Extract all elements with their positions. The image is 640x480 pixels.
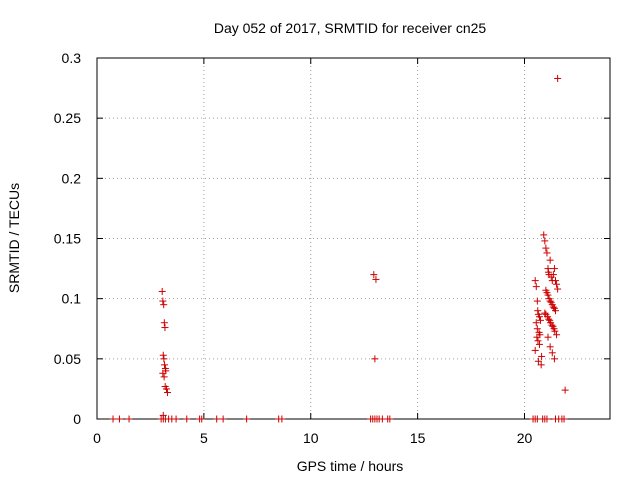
- y-tick-label: 0.3: [62, 50, 82, 66]
- y-tick-label: 0.05: [54, 351, 81, 367]
- data-point: [533, 325, 541, 333]
- data-point: [534, 307, 542, 315]
- data-point: [537, 361, 545, 369]
- x-tick-label: 10: [303, 430, 319, 446]
- x-tick-label: 20: [517, 430, 533, 446]
- data-point: [213, 415, 221, 423]
- data-point: [553, 331, 561, 339]
- data-point: [386, 415, 394, 423]
- y-tick-label: 0.1: [62, 291, 82, 307]
- data-point: [544, 333, 552, 341]
- data-point: [531, 346, 539, 354]
- data-point: [533, 333, 541, 341]
- data-point: [115, 415, 123, 423]
- data-point: [546, 256, 554, 264]
- data-point: [551, 307, 559, 315]
- data-point: [158, 287, 166, 295]
- data-point: [533, 297, 541, 305]
- data-point: [159, 411, 167, 419]
- data-point: [532, 319, 540, 327]
- data-point: [161, 361, 169, 369]
- data-point: [198, 415, 206, 423]
- data-point: [532, 283, 540, 291]
- x-axis-label: GPS time / hours: [297, 458, 404, 474]
- data-point: [551, 277, 559, 285]
- data-point: [160, 355, 168, 363]
- data-point: [546, 343, 554, 351]
- data-point: [543, 249, 551, 257]
- data-point: [125, 415, 133, 423]
- data-point: [550, 265, 558, 273]
- data-point: [159, 297, 167, 305]
- data-point: [372, 275, 380, 283]
- axis-ticks: 0 5 10 15 20 0 0.05 0.1 0.15 0.2 0.25 0.3: [54, 50, 610, 446]
- data-points: [109, 74, 569, 423]
- y-tick-label: 0: [73, 411, 81, 427]
- data-point: [549, 271, 557, 279]
- data-point: [545, 315, 553, 323]
- y-tick-label: 0.15: [54, 231, 81, 247]
- data-point: [535, 313, 543, 321]
- x-tick-label: 15: [410, 430, 426, 446]
- data-point: [551, 327, 559, 335]
- data-point: [535, 340, 543, 348]
- data-point: [161, 324, 169, 332]
- data-point: [548, 321, 556, 329]
- data-point: [534, 337, 542, 345]
- data-point: [164, 389, 172, 397]
- y-tick-label: 0.25: [54, 110, 81, 126]
- data-point: [219, 415, 227, 423]
- data-point: [553, 280, 561, 288]
- data-point: [541, 237, 549, 245]
- data-point: [534, 357, 542, 365]
- data-point: [561, 386, 569, 394]
- data-point: [160, 373, 168, 381]
- data-point: [172, 415, 180, 423]
- data-point: [278, 415, 286, 423]
- data-point: [243, 415, 251, 423]
- data-point: [543, 415, 551, 423]
- data-point: [159, 369, 167, 377]
- data-point: [560, 415, 568, 423]
- data-point: [183, 415, 191, 423]
- chart-title: Day 052 of 2017, SRMTID for receiver cn2…: [214, 20, 487, 36]
- data-point: [550, 355, 558, 363]
- data-point: [541, 309, 549, 317]
- data-point: [162, 385, 170, 393]
- data-point: [544, 291, 552, 299]
- data-point: [531, 277, 539, 285]
- data-point: [537, 316, 545, 324]
- data-point: [549, 303, 557, 311]
- data-point: [538, 352, 546, 360]
- data-point: [548, 349, 556, 357]
- data-point: [160, 301, 168, 309]
- data-point: [546, 297, 554, 305]
- data-point: [542, 244, 550, 252]
- data-point: [540, 231, 548, 239]
- data-point: [160, 319, 168, 327]
- x-tick-label: 0: [93, 430, 101, 446]
- x-tick-label: 5: [200, 430, 208, 446]
- data-point: [554, 285, 562, 293]
- data-point: [370, 271, 378, 279]
- data-point: [159, 351, 167, 359]
- y-tick-label: 0.2: [62, 170, 82, 186]
- data-point: [109, 415, 117, 423]
- data-point: [371, 355, 379, 363]
- y-axis-label: SRMTID / TECUs: [6, 183, 22, 293]
- data-point: [554, 74, 562, 82]
- grid: [97, 58, 610, 419]
